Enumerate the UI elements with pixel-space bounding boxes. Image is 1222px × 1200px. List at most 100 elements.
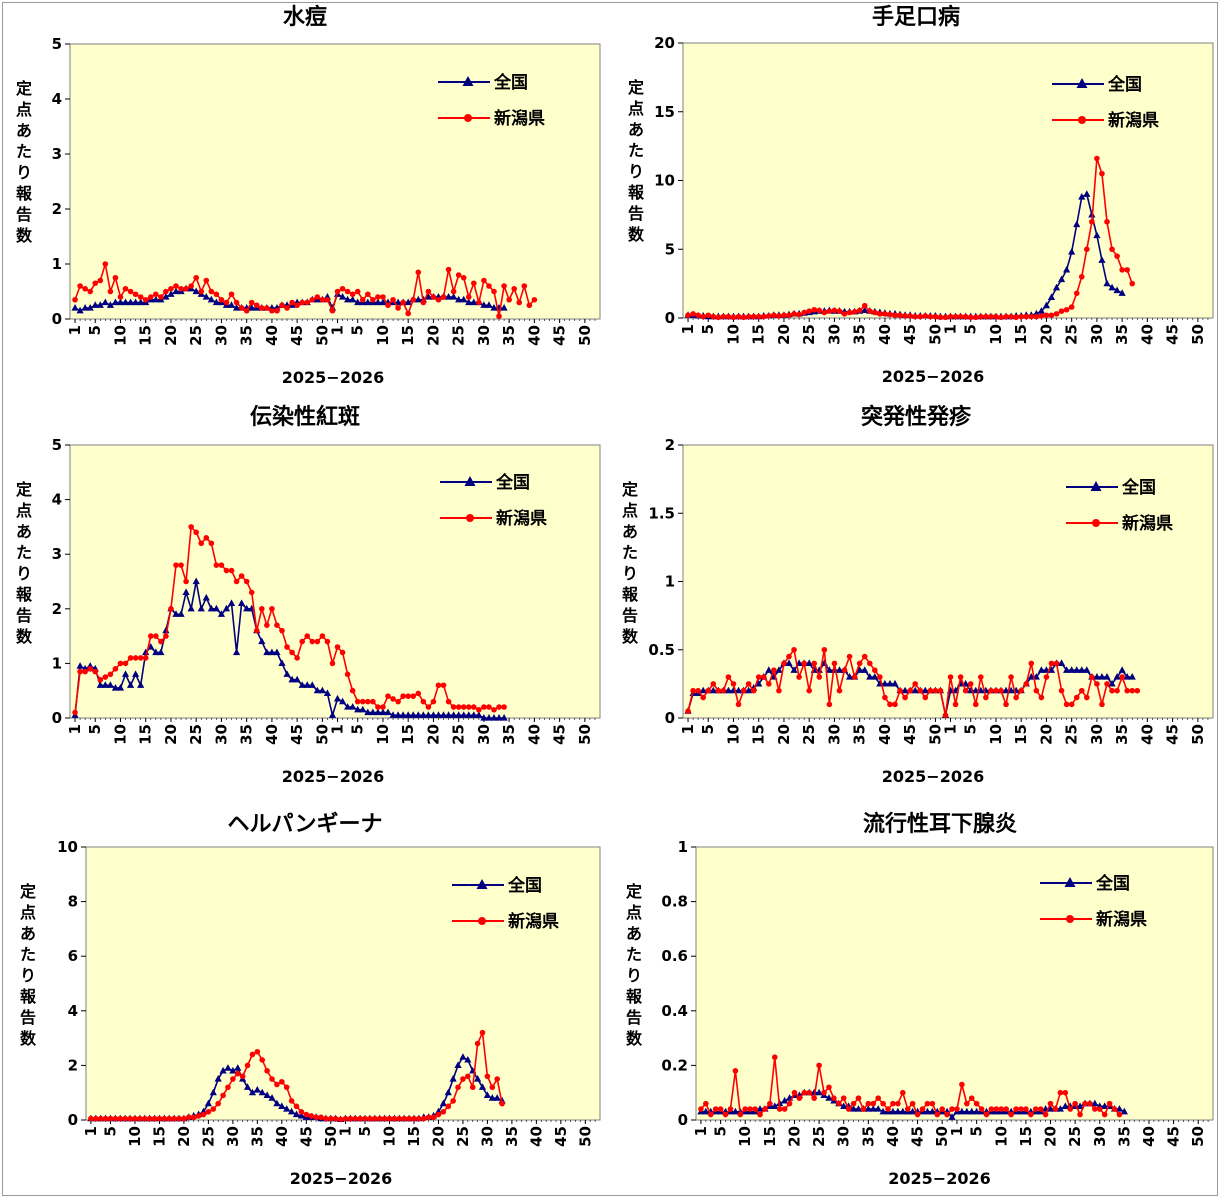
data-point	[700, 313, 706, 320]
data-point	[460, 704, 467, 710]
x-tick-label: 45	[551, 325, 569, 346]
data-point	[1094, 155, 1100, 162]
data-point	[722, 1111, 729, 1118]
data-point	[263, 1091, 271, 1099]
data-point	[998, 687, 1004, 694]
data-point	[690, 687, 696, 694]
data-point	[998, 314, 1004, 321]
y-tick-label: 0.2	[661, 1056, 688, 1074]
data-point	[375, 294, 381, 300]
x-tick-label: 20	[175, 1126, 193, 1147]
data-point	[406, 1115, 412, 1122]
data-point	[785, 659, 793, 666]
data-point	[212, 298, 220, 306]
plot-area	[69, 43, 601, 320]
data-point	[481, 704, 487, 710]
data-point	[952, 701, 959, 708]
data-point	[1078, 666, 1086, 673]
x-tick-label: 15	[1012, 324, 1030, 345]
data-point	[117, 660, 124, 667]
x-tick-label: 50	[933, 1126, 951, 1147]
data-point	[1124, 687, 1130, 694]
data-point	[227, 301, 236, 308]
data-point	[1077, 1111, 1083, 1118]
y-tick-label: 0.4	[661, 1002, 688, 1020]
data-point	[204, 1099, 212, 1107]
data-point	[238, 599, 246, 606]
data-point	[816, 307, 823, 314]
data-point	[283, 1084, 290, 1091]
x-tick-label: 25	[187, 325, 205, 346]
data-point	[897, 687, 903, 694]
data-point	[183, 578, 189, 585]
data-point	[470, 711, 478, 718]
data-point	[72, 296, 78, 303]
data-point	[439, 711, 448, 718]
data-point	[313, 1114, 319, 1121]
x-tick-label: 15	[1012, 724, 1030, 745]
data-point	[420, 299, 427, 306]
data-point	[1113, 286, 1121, 294]
x-tick-label: 10	[724, 324, 742, 345]
data-point	[354, 288, 361, 295]
data-point	[171, 1115, 177, 1122]
x-tick-label: 50	[1189, 1126, 1207, 1147]
data-point	[370, 698, 376, 705]
data-point	[72, 709, 78, 716]
data-point	[464, 1055, 472, 1063]
data-point	[1093, 231, 1101, 239]
data-point	[826, 701, 833, 708]
y-axis-label-char: あ	[16, 121, 32, 140]
x-tick-label: 1	[692, 1126, 710, 1136]
data-point	[161, 1115, 168, 1122]
data-point	[840, 1095, 847, 1101]
data-point	[1099, 701, 1105, 708]
data-point	[334, 288, 341, 295]
data-point	[233, 299, 240, 306]
data-point	[531, 296, 538, 303]
series-niigata	[685, 155, 1136, 321]
data-point	[737, 1111, 744, 1118]
data-point	[394, 298, 402, 306]
data-point	[826, 1084, 832, 1091]
data-point	[727, 1106, 734, 1112]
y-tick-label: 1	[665, 573, 675, 591]
data-point	[892, 701, 898, 708]
data-point	[715, 314, 722, 321]
data-point	[344, 295, 352, 303]
data-point	[850, 1100, 857, 1107]
data-point	[121, 298, 130, 306]
data-point	[147, 643, 155, 650]
data-point	[279, 627, 285, 634]
x-tick-label: 45	[552, 1126, 570, 1147]
data-point	[390, 696, 396, 702]
data-point	[1033, 313, 1040, 320]
data-point	[932, 313, 939, 320]
data-point	[695, 687, 701, 694]
data-point	[156, 1115, 163, 1122]
data-point	[465, 704, 472, 710]
y-axis-label-char: 点	[16, 501, 32, 520]
data-point	[1089, 674, 1095, 680]
data-point	[1116, 1111, 1123, 1118]
data-point	[904, 1106, 911, 1112]
data-point	[142, 296, 149, 303]
data-point	[435, 296, 442, 303]
data-point	[425, 704, 432, 710]
y-tick-label: 6	[68, 947, 78, 965]
data-point	[1032, 1106, 1039, 1112]
data-point	[203, 277, 210, 284]
data-point	[186, 1114, 192, 1121]
data-point	[856, 660, 863, 667]
data-point	[181, 1115, 187, 1122]
data-point	[137, 1115, 143, 1122]
data-point	[405, 310, 411, 317]
data-point	[720, 313, 727, 320]
x-tick-label: 1	[942, 724, 960, 734]
data-point	[481, 277, 487, 284]
data-point	[765, 666, 773, 673]
data-point	[806, 687, 812, 694]
data-point	[781, 312, 787, 319]
